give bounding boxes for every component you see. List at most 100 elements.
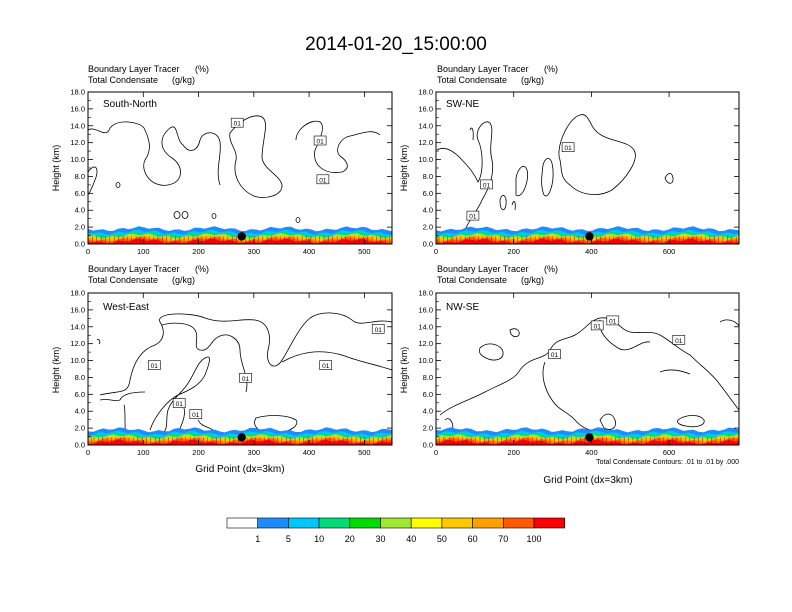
colorbar-label: 10: [314, 534, 324, 544]
contour-label-box: [466, 210, 480, 221]
contour-label-text: 01: [319, 177, 327, 184]
colorbar-label: 60: [468, 534, 478, 544]
colorbar-label: 30: [375, 534, 385, 544]
plot-frame: [87, 292, 393, 446]
contour-label-box: [548, 349, 561, 359]
panel-title: South-North: [103, 99, 157, 110]
contour-label-box: [480, 179, 493, 190]
location-marker: [237, 232, 246, 241]
x-tick-label: 300: [248, 448, 261, 457]
contour-label-text: 01: [176, 401, 184, 408]
panel-header-line1-label: Boundary Layer Tracer: [88, 264, 180, 274]
y-tick-label: 18.0: [418, 289, 433, 298]
contour-label-text: 01: [322, 363, 330, 370]
plot-frame: [435, 91, 740, 245]
panel-header-line1-unit: (%): [195, 64, 209, 74]
contour-label-box: [319, 360, 333, 370]
y-tick-label: 12.0: [70, 339, 85, 348]
y-tick-label: 10.0: [70, 155, 85, 164]
colorbar-label: 70: [498, 534, 508, 544]
contour-label-text: 01: [192, 412, 200, 419]
panel-header-line2-unit: (g/kg): [172, 275, 195, 285]
y-tick-label: 18.0: [70, 289, 85, 298]
contour-label-box: [172, 398, 186, 408]
y-tick-label: 16.0: [70, 305, 85, 314]
y-tick-label: 0.0: [75, 240, 85, 249]
contour-label-text: 01: [609, 318, 617, 325]
y-tick-label: 8.0: [423, 373, 433, 382]
footnote: Total Condensate Contours: .01 to .01 by…: [596, 459, 739, 466]
boundary-layer-band: [88, 236, 392, 244]
x-tick-label: 0: [434, 448, 438, 457]
panel-header-line1-unit: (%): [544, 264, 558, 274]
panel-south-north: Boundary Layer Tracer (%) Total Condensa…: [51, 64, 393, 256]
contour-label-text: 01: [483, 182, 491, 189]
contour-labels: 01 01 01: [466, 142, 575, 221]
location-marker: [237, 433, 246, 442]
location-marker: [585, 433, 594, 442]
contour-label-text: 01: [375, 327, 383, 334]
contour-labels: 01 01 01 01 01 01: [148, 323, 385, 419]
colorbar-swatch: [533, 517, 566, 529]
contour-label-box: [230, 117, 244, 128]
colorbar-label: 1: [255, 534, 260, 544]
x-tick-label: 200: [192, 448, 205, 457]
x-tick-label: 400: [303, 448, 316, 457]
contour-label-box: [606, 315, 620, 326]
y-tick-label: 2.0: [75, 223, 85, 232]
panel-header-line2-unit: (g/kg): [521, 75, 544, 85]
y-axis-label: Height (km): [51, 145, 61, 192]
colorbar-label: 100: [526, 534, 541, 544]
y-tick-label: 2.0: [75, 424, 85, 433]
y-tick-label: 14.0: [70, 322, 85, 331]
contour-label-box: [590, 320, 604, 331]
y-tick-label: 8.0: [423, 172, 433, 181]
y-tick-label: 2.0: [423, 223, 433, 232]
contour-label-text: 01: [675, 338, 683, 345]
contour-label-text: 01: [151, 363, 159, 370]
contour-label-box: [189, 409, 203, 419]
y-tick-label: 10.0: [418, 356, 433, 365]
panel-header-line1-unit: (%): [195, 264, 209, 274]
y-tick-label: 10.0: [70, 356, 85, 365]
colorbar-swatch: [288, 517, 320, 529]
axes: 0.0 2.0 4.0 6.0 8.0 10.0 12.0 14.0 16.0 18.0 0 200 4…: [418, 289, 740, 457]
x-tick-label: 200: [507, 247, 520, 256]
contour-label-text: 01: [469, 214, 477, 221]
axes: 0.0 2.0 4.0 6.0 8.0 10.0 12.0 14.0 16.0 18.0 0 100 2…: [70, 88, 393, 256]
colorbar: 1 5 10 20 30 40 50 60 70 100: [226, 517, 566, 544]
y-tick-label: 12.0: [418, 339, 433, 348]
contour-label-box: [316, 174, 330, 185]
condensate-contours: [87, 115, 381, 223]
x-tick-label: 600: [663, 448, 676, 457]
contour-label-box: [561, 142, 575, 152]
panel-west-east: Boundary Layer Tracer (%) Total Condensa…: [51, 264, 393, 475]
colorbar-label: 5: [286, 534, 291, 544]
plot-frame: [87, 91, 393, 245]
y-tick-label: 12.0: [70, 138, 85, 147]
y-tick-label: 8.0: [75, 373, 85, 382]
y-axis-label: Height (km): [399, 145, 409, 192]
y-axis-label: Height (km): [399, 347, 409, 394]
y-tick-label: 6.0: [75, 390, 85, 399]
y-tick-label: 0.0: [423, 441, 433, 450]
y-tick-label: 18.0: [70, 88, 85, 97]
panel-sw-ne: Boundary Layer Tracer (%) Total Condensa…: [399, 64, 740, 256]
y-tick-label: 6.0: [75, 189, 85, 198]
colorbar-swatch: [318, 517, 351, 529]
panel-header-line1-label: Boundary Layer Tracer: [88, 64, 180, 74]
contour-label-box: [313, 135, 327, 146]
panel-header-line2-unit: (g/kg): [521, 275, 544, 285]
y-tick-label: 16.0: [418, 104, 433, 113]
boundary-layer-band: [88, 439, 392, 445]
x-axis-label: Grid Point (dx=3km): [195, 464, 284, 475]
colorbar-swatch: [226, 517, 259, 529]
contour-label-box: [148, 360, 161, 370]
figure-title: 2014-01-20_15:00:00: [305, 34, 487, 55]
y-tick-label: 16.0: [418, 305, 433, 314]
axes: 0.0 2.0 4.0 6.0 8.0 10.0 12.0 14.0 16.0 18.0 0 200 4…: [418, 88, 740, 256]
panel-header-line2-unit: (g/kg): [172, 75, 195, 85]
x-tick-label: 200: [192, 247, 205, 256]
y-tick-label: 14.0: [418, 121, 433, 130]
condensate-contours: [436, 114, 674, 231]
